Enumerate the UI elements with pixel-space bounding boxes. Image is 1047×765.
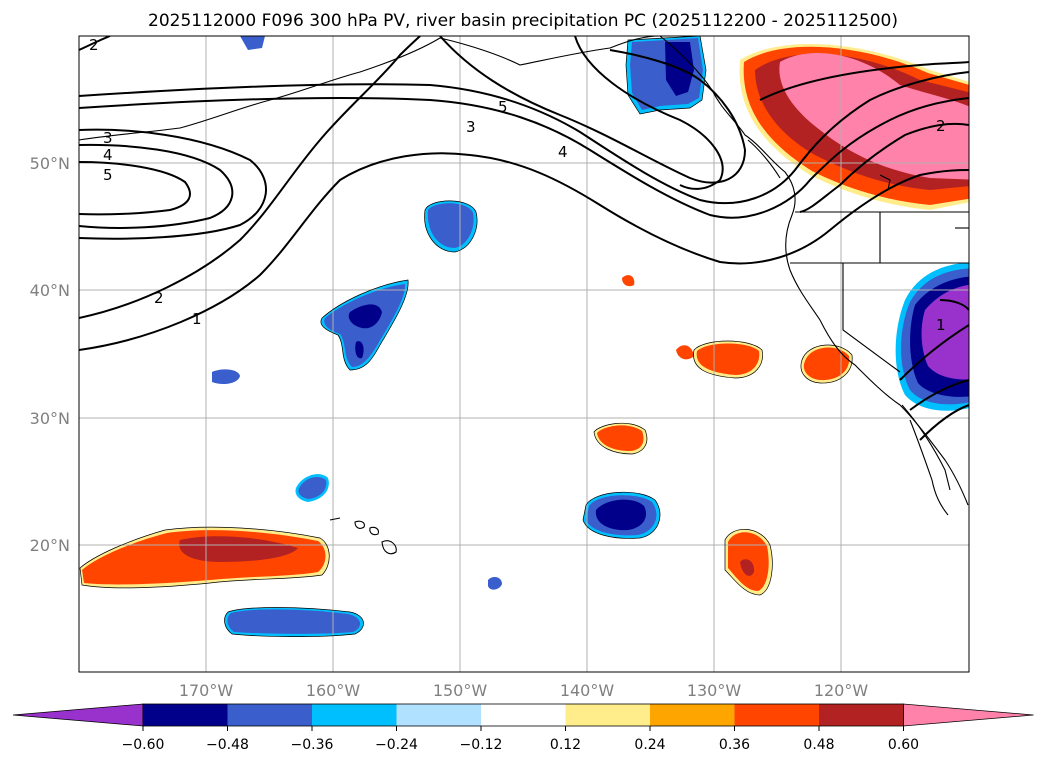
gridlines [79, 36, 969, 672]
precip-shading [80, 36, 969, 637]
contour-label-5-mid: 5 [498, 98, 508, 116]
lat-label-40n: 40°N [30, 281, 70, 300]
colorbar-extend-low [12, 703, 144, 727]
colorbar-tick-label: 0.24 [634, 737, 665, 753]
contour-label-2-west: 2 [154, 289, 164, 307]
lon-label-160w: 160°W [306, 681, 361, 700]
lat-label-30n: 30°N [30, 409, 70, 428]
pv-contour-2 [79, 36, 421, 319]
contour-label-1-west: 1 [192, 310, 202, 328]
figure-title: 2025112000 F096 300 hPa PV, river basin … [148, 11, 898, 31]
colorbar-tick-label: −0.12 [460, 737, 503, 753]
colorbar-tick-label: −0.48 [206, 737, 249, 753]
colorbar-tick-label: −0.36 [291, 737, 334, 753]
lat-label-20n: 20°N [30, 536, 70, 555]
colorbar-segment [734, 704, 819, 726]
longitude-labels: 170°W 160°W 150°W 140°W 130°W 120°W [179, 681, 869, 700]
colorbar-segment [396, 704, 481, 726]
colorbar: −0.60 −0.48 −0.36 −0.24 −0.12 0.12 0.24 0.36 0.4… [12, 703, 1034, 753]
contour-label-4-west: 4 [103, 146, 113, 164]
colorbar-tick-label: 0.12 [550, 737, 581, 753]
colorbar-tick-label: −0.24 [375, 737, 418, 753]
pv-contour-3 [79, 128, 267, 240]
contour-label-3-mid: 3 [466, 118, 476, 136]
map-frame [78, 35, 970, 673]
colorbar-segment [312, 704, 397, 726]
colorbar-tick-label: 0.60 [888, 737, 919, 753]
colorbar-segment [227, 704, 312, 726]
contour-label-4-mid: 4 [558, 143, 568, 161]
colorbar-tick-label: −0.60 [122, 737, 165, 753]
lat-label-50n: 50°N [30, 154, 70, 173]
colorbar-tick-label: 0.36 [719, 737, 750, 753]
pv-contour-5 [79, 161, 191, 216]
colorbar-segment [481, 704, 566, 726]
contour-label-3-west: 3 [103, 129, 113, 147]
colorbar-segment [650, 704, 735, 726]
contour-label-5-west: 5 [103, 166, 113, 184]
colorbar-segment [565, 704, 650, 726]
colorbar-tick-label: 0.48 [803, 737, 834, 753]
lon-label-130w: 130°W [687, 681, 742, 700]
colorbar-extend-high [903, 703, 1034, 727]
pv-contour-4 [79, 143, 234, 229]
contour-label-1-se: 1 [936, 316, 946, 334]
lon-label-150w: 150°W [433, 681, 488, 700]
pv-contours [79, 36, 969, 441]
colorbar-segment [143, 704, 228, 726]
latitude-labels: 50°N 40°N 30°N 20°N [30, 154, 70, 555]
contour-label-2-nw: 2 [89, 36, 99, 54]
contour-labels: 1 2 2 3 4 5 3 4 5 2 1 [89, 36, 946, 334]
lon-label-170w: 170°W [179, 681, 234, 700]
colorbar-outline [142, 703, 904, 727]
pv-contour-1 [79, 152, 969, 351]
lon-label-140w: 140°W [560, 681, 615, 700]
colorbar-segment [819, 704, 904, 726]
contour-label-2-ne: 2 [936, 117, 946, 135]
lon-label-120w: 120°W [814, 681, 869, 700]
